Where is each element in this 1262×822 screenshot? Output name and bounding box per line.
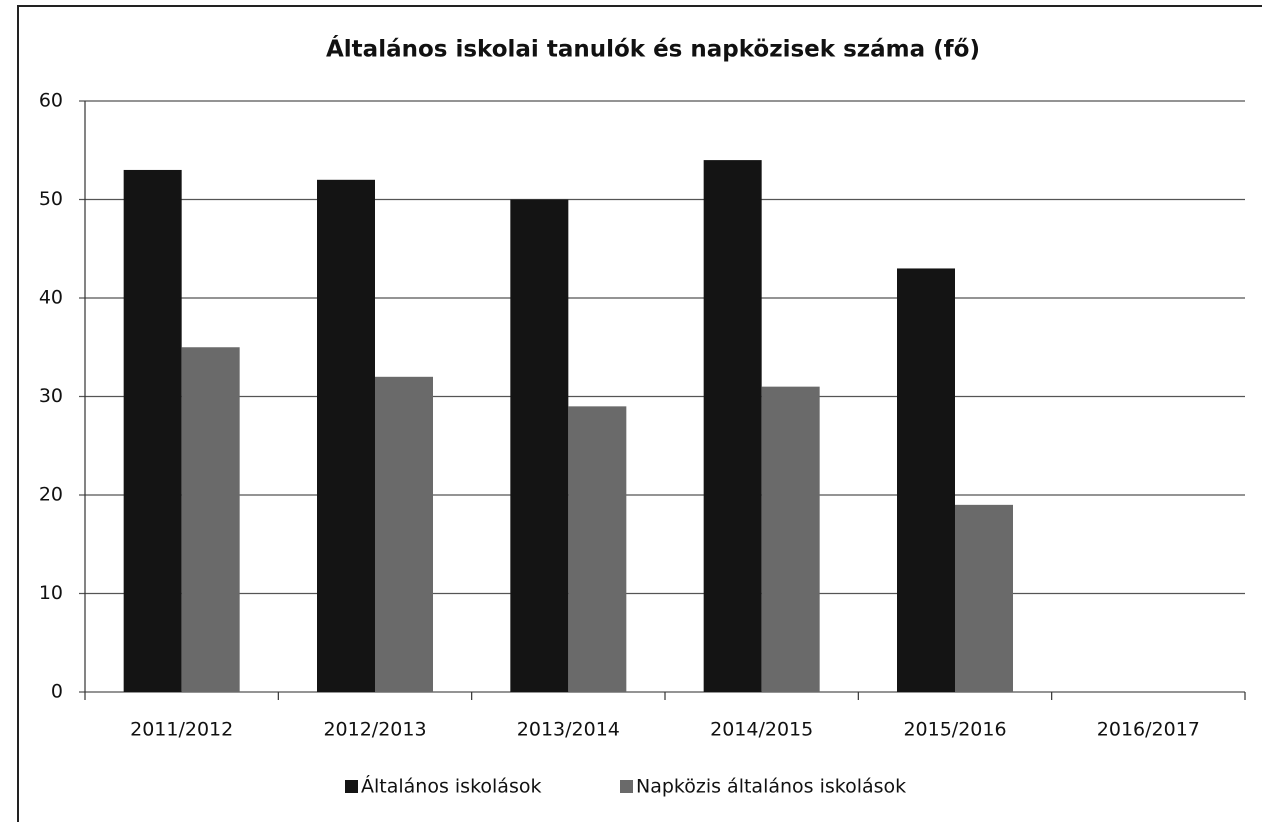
y-tick-label: 10 bbox=[39, 582, 63, 604]
legend-label: Napközis általános iskolások bbox=[636, 776, 906, 798]
x-tick-label: 2013/2014 bbox=[517, 719, 620, 741]
legend-swatch bbox=[345, 780, 358, 793]
x-tick-label: 2012/2013 bbox=[323, 719, 426, 741]
chart-title: Általános iskolai tanulók és napközisek … bbox=[326, 35, 980, 63]
x-tick-label: 2011/2012 bbox=[130, 719, 233, 741]
legend-swatch bbox=[620, 780, 633, 793]
x-tick-label: 2014/2015 bbox=[710, 719, 813, 741]
bar bbox=[181, 347, 240, 692]
bar bbox=[761, 386, 820, 692]
y-tick-label: 0 bbox=[51, 681, 63, 703]
bar bbox=[568, 406, 627, 692]
legend-label: Általános iskolások bbox=[361, 775, 541, 798]
bar bbox=[317, 179, 375, 693]
y-tick-label: 50 bbox=[39, 188, 63, 210]
bar bbox=[955, 504, 1013, 692]
y-tick-label: 30 bbox=[39, 385, 63, 407]
y-tick-label: 60 bbox=[39, 90, 63, 112]
x-tick-label: 2016/2017 bbox=[1097, 719, 1200, 741]
y-tick-label: 20 bbox=[39, 484, 63, 506]
x-tick-label: 2015/2016 bbox=[903, 719, 1006, 741]
y-tick-label: 40 bbox=[39, 287, 63, 309]
chart-frame bbox=[17, 5, 1262, 822]
bar bbox=[375, 376, 433, 692]
bar bbox=[510, 199, 569, 692]
bar bbox=[703, 160, 762, 693]
bar bbox=[897, 268, 955, 692]
bar bbox=[123, 169, 182, 692]
